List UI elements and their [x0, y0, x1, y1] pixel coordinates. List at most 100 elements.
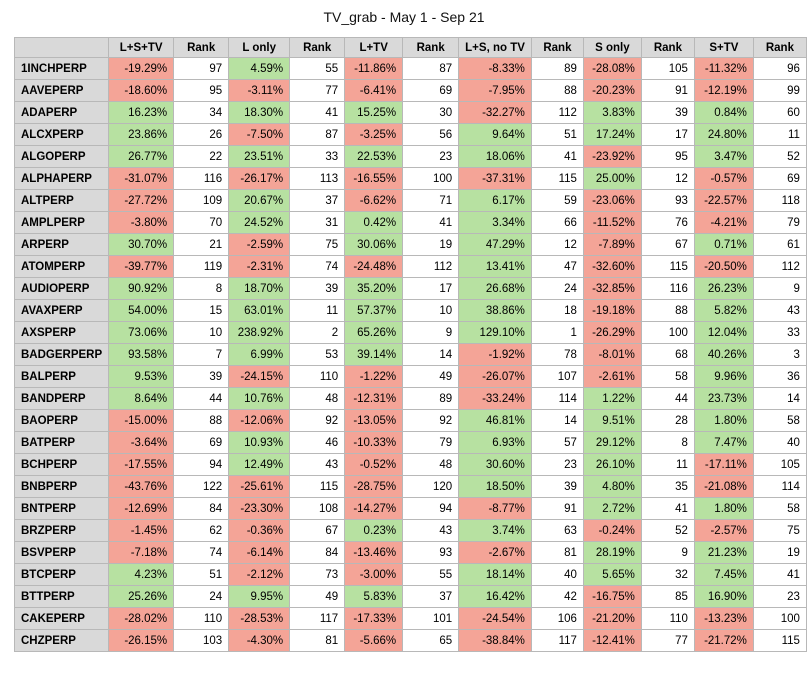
rank-cell: 51	[173, 563, 230, 586]
rank-cell: 39	[289, 277, 346, 300]
rank-cell: 114	[530, 387, 584, 410]
return-cell: -26.15%	[108, 629, 175, 652]
rank-cell: 89	[402, 387, 460, 410]
return-cell: -5.66%	[344, 629, 404, 652]
rank-cell: 99	[752, 79, 807, 102]
rank-cell: 84	[173, 497, 230, 520]
return-cell: -7.95%	[458, 79, 532, 102]
return-cell: 21.23%	[693, 541, 754, 564]
rank-cell: 15	[173, 299, 230, 322]
column-header: Rank	[402, 37, 460, 58]
rank-cell: 103	[173, 629, 230, 652]
return-cell: 18.06%	[458, 145, 532, 168]
return-cell: 3.74%	[458, 519, 532, 542]
table-row: BALPERP 9.53% 39 -24.15% 110 -1.22% 49 -26.07% 1…	[13, 365, 807, 388]
results-table: L+S+TV Rank L only Rank L+TV Rank L+S, no TV Ra…	[13, 37, 807, 652]
return-cell: 25.26%	[108, 585, 175, 608]
return-cell: 26.77%	[108, 145, 175, 168]
rank-cell: 19	[402, 233, 460, 256]
rank-cell: 32	[640, 563, 695, 586]
rank-cell: 40	[752, 431, 807, 454]
rank-cell: 93	[640, 189, 695, 212]
rank-cell: 41	[530, 145, 584, 168]
rank-cell: 24	[530, 277, 584, 300]
rank-cell: 31	[289, 211, 346, 234]
rank-cell: 110	[173, 607, 230, 630]
return-cell: 24.80%	[693, 123, 754, 146]
return-cell: -27.72%	[108, 189, 175, 212]
return-cell: 25.00%	[582, 167, 642, 190]
market-name: AUDIOPERP	[13, 277, 110, 300]
rank-cell: 67	[640, 233, 695, 256]
return-cell: -38.84%	[458, 629, 532, 652]
return-cell: -28.02%	[108, 607, 175, 630]
rank-cell: 91	[640, 79, 695, 102]
return-cell: 9.96%	[693, 365, 754, 388]
rank-cell: 115	[530, 167, 584, 190]
return-cell: -12.41%	[582, 629, 642, 652]
market-name: BTTPERP	[13, 585, 110, 608]
market-name: CHZPERP	[13, 629, 110, 652]
return-cell: 30.06%	[344, 233, 404, 256]
rank-cell: 88	[640, 299, 695, 322]
rank-cell: 105	[640, 57, 695, 80]
rank-cell: 84	[289, 541, 346, 564]
rank-cell: 17	[402, 277, 460, 300]
table-row: BATPERP -3.64% 69 10.93% 46 -10.33% 79 6.93% 57 2…	[13, 431, 807, 454]
rank-cell: 41	[289, 101, 346, 124]
table-row: CHZPERP -26.15% 103 -4.30% 81 -5.66% 65 -38.84%…	[13, 629, 807, 652]
return-cell: -16.75%	[582, 585, 642, 608]
table-row: AUDIOPERP 90.92% 8 18.70% 39 35.20% 17 26.68% 24…	[13, 277, 807, 300]
return-cell: -2.67%	[458, 541, 532, 564]
return-cell: -10.33%	[344, 431, 404, 454]
return-cell: 46.81%	[458, 409, 532, 432]
table-row: AVAXPERP 54.00% 15 63.01% 11 57.37% 10 38.86% 18…	[13, 299, 807, 322]
rank-cell: 65	[402, 629, 460, 652]
return-cell: -20.50%	[693, 255, 754, 278]
return-cell: -37.31%	[458, 167, 532, 190]
return-cell: -32.27%	[458, 101, 532, 124]
rank-cell: 43	[402, 519, 460, 542]
column-header: S+TV	[693, 37, 754, 58]
rank-cell: 79	[752, 211, 807, 234]
rank-cell: 68	[640, 343, 695, 366]
market-name: BALPERP	[13, 365, 110, 388]
return-cell: -0.52%	[344, 453, 404, 476]
table-row: 1INCHPERP -19.29% 97 4.59% 55 -11.86% 87 -8.33%…	[13, 57, 807, 80]
market-name: AAVEPERP	[13, 79, 110, 102]
rank-cell: 100	[402, 167, 460, 190]
return-cell: -13.46%	[344, 541, 404, 564]
market-name: AMPLPERP	[13, 211, 110, 234]
rank-cell: 36	[752, 365, 807, 388]
return-cell: 35.20%	[344, 277, 404, 300]
return-cell: 9.53%	[108, 365, 175, 388]
rank-cell: 14	[402, 343, 460, 366]
rank-cell: 87	[289, 123, 346, 146]
return-cell: 16.42%	[458, 585, 532, 608]
return-cell: -32.85%	[582, 277, 642, 300]
market-name: ATOMPERP	[13, 255, 110, 278]
return-cell: -12.19%	[693, 79, 754, 102]
return-cell: -3.00%	[344, 563, 404, 586]
return-cell: 6.93%	[458, 431, 532, 454]
rank-cell: 23	[402, 145, 460, 168]
return-cell: 4.23%	[108, 563, 175, 586]
rank-cell: 39	[530, 475, 584, 498]
header-row: L+S+TV Rank L only Rank L+TV Rank L+S, no TV Ra…	[13, 37, 807, 58]
rank-cell: 112	[530, 101, 584, 124]
rank-cell: 110	[640, 607, 695, 630]
return-cell: 238.92%	[228, 321, 291, 344]
rank-cell: 41	[752, 563, 807, 586]
rank-cell: 118	[752, 189, 807, 212]
table-row: AXSPERP 73.06% 10 238.92% 2 65.26% 9 129.10% 1 -2…	[13, 321, 807, 344]
market-name: ALPHAPERP	[13, 167, 110, 190]
return-cell: -21.08%	[693, 475, 754, 498]
return-cell: -24.54%	[458, 607, 532, 630]
rank-cell: 12	[530, 233, 584, 256]
rank-cell: 70	[173, 211, 230, 234]
return-cell: -43.76%	[108, 475, 175, 498]
table-row: ALGOPERP 26.77% 22 23.51% 33 22.53% 23 18.06% 41…	[13, 145, 807, 168]
return-cell: -17.33%	[344, 607, 404, 630]
return-cell: 1.80%	[693, 409, 754, 432]
rank-cell: 100	[752, 607, 807, 630]
